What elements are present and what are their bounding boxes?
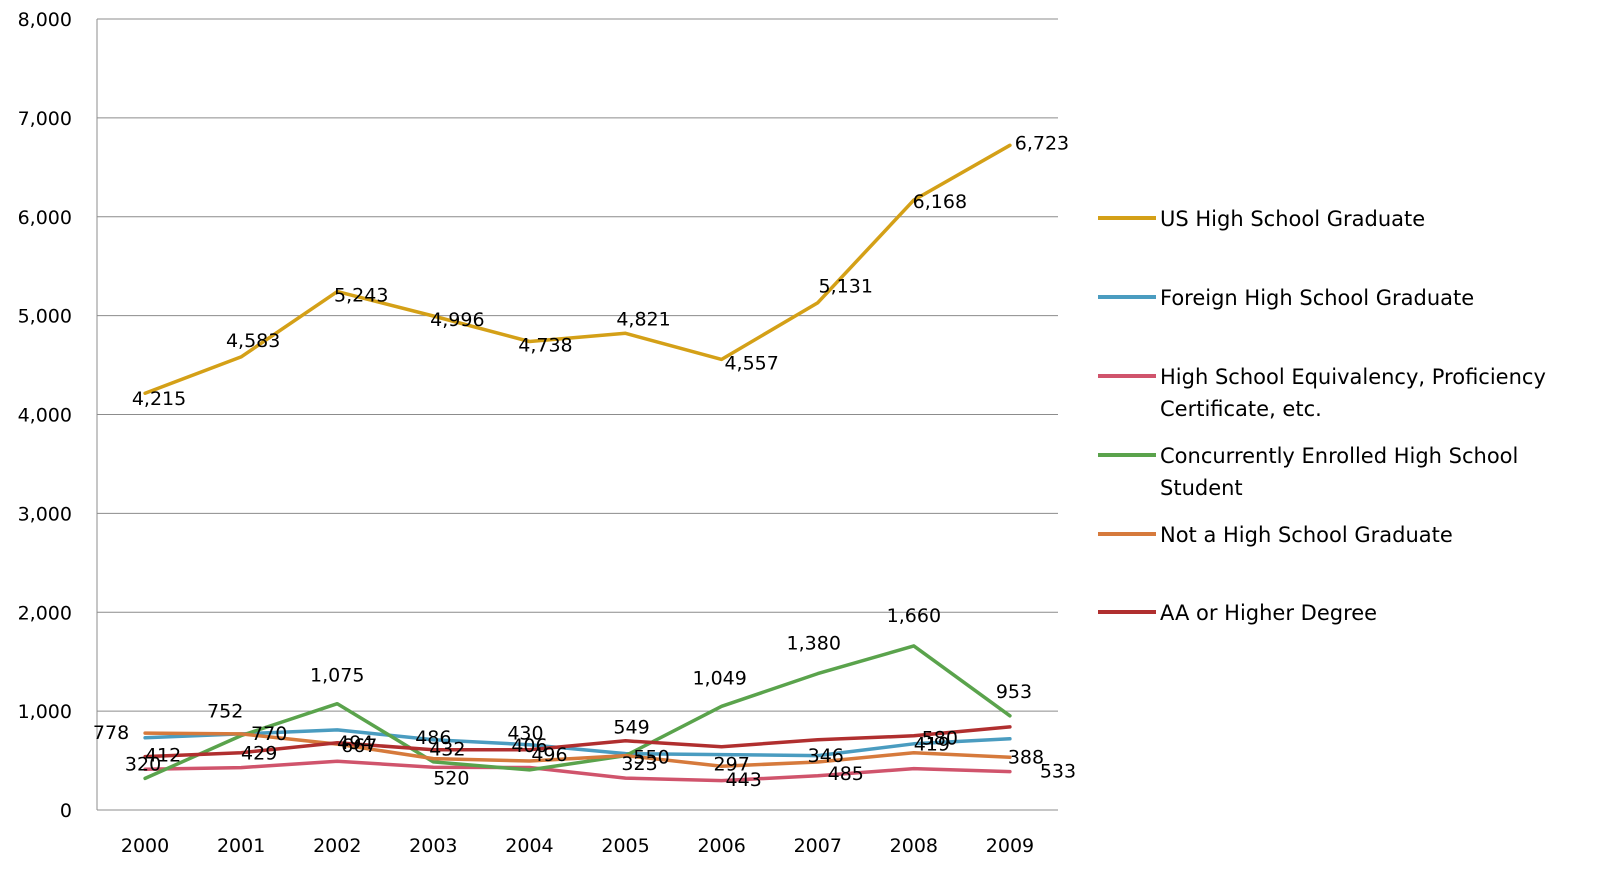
legend-label: Concurrently Enrolled High School Studen… [1160,444,1519,500]
legend-label: Not a High School Graduate [1160,523,1453,547]
data-labels: 4,215 4,583 5,243 4,996 4,738 4,821 4,557 5,131… [93,132,1076,791]
y-tick-label: 0 [60,800,72,822]
series-line-4 [143,731,1012,768]
y-tick-label: 1,000 [18,701,72,723]
series-lines [143,143,1012,783]
data-label: 953 [996,681,1032,703]
gridlines [97,18,1058,712]
y-tick-label: 4,000 [18,405,72,427]
legend-item: Foreign High School Graduate [1098,282,1570,314]
y-axis: 0 1,000 2,000 3,000 4,000 5,000 6,000 7,000 8,00… [18,9,98,822]
legend-item: High School Equivalency, Proficiency Cer… [1098,361,1570,425]
y-tick-label: 3,000 [18,503,72,525]
data-label: 580 [922,728,958,750]
x-tick-label: 2001 [217,835,265,857]
legend-swatch [1098,295,1156,299]
data-label: 4,821 [616,308,670,330]
series-line-0 [143,143,1012,395]
data-label: 752 [207,701,243,723]
legend-label: AA or Higher Degree [1160,601,1378,625]
x-tick-label: 2009 [986,835,1034,857]
y-tick-label: 5,000 [18,306,72,328]
data-label: 323 [621,753,657,775]
data-label: 1,049 [692,667,746,689]
data-label: 1,075 [310,665,364,687]
legend-label: US High School Graduate [1160,207,1426,231]
data-label: 6,168 [913,191,967,213]
data-label: 549 [613,717,649,739]
data-label: 496 [531,744,567,766]
series-line-1 [143,728,1012,758]
data-label: 4,215 [132,388,186,410]
line-chart: 0 1,000 2,000 3,000 4,000 5,000 6,000 7,000 8,00… [18,9,1076,857]
legend-swatch [1098,453,1156,457]
x-tick-label: 2000 [121,835,169,857]
series-line-3 [143,644,1012,781]
x-tick-label: 2006 [697,835,745,857]
data-label: 533 [1040,760,1076,782]
data-label: 5,243 [334,285,388,307]
data-label: 430 [507,722,543,744]
legend-label: Foreign High School Graduate [1160,286,1475,310]
legend-swatch [1098,374,1156,378]
series-line-2 [143,759,1012,783]
legend-swatch [1098,216,1156,220]
x-tick-label: 2007 [794,835,842,857]
legend-label: High School Equivalency, Proficiency Cer… [1160,365,1546,421]
data-label: 667 [341,735,377,757]
data-label: 778 [93,722,129,744]
data-label: 550 [633,747,669,769]
data-label: 486 [415,727,451,749]
data-label: 406 [511,735,547,757]
legend-swatch [1098,610,1156,614]
data-label: 419 [914,734,950,756]
data-label: 346 [808,745,844,767]
data-label: 4,583 [226,330,280,352]
data-label: 429 [241,743,277,765]
data-label: 6,723 [1015,132,1069,154]
x-axis: 2000 2001 2002 2003 2004 2005 2006 2007 2008 2009 [97,809,1058,857]
x-tick-label: 2004 [505,835,553,857]
data-label: 320 [125,753,161,775]
data-label: 485 [828,763,864,785]
legend-swatch [1098,532,1156,536]
x-tick-label: 2003 [409,835,457,857]
x-tick-label: 2008 [890,835,938,857]
y-tick-label: 6,000 [18,207,72,229]
data-label: 5,131 [819,276,873,298]
data-label: 770 [251,723,287,745]
data-label: 1,660 [887,605,941,627]
data-label: 4,738 [518,335,572,357]
data-label: 443 [726,769,762,791]
legend-item: AA or Higher Degree [1098,597,1570,629]
x-tick-label: 2002 [313,835,361,857]
data-label: 412 [145,744,181,766]
y-tick-label: 7,000 [18,108,72,130]
legend-item: US High School Graduate [1098,203,1570,235]
data-label: 297 [714,754,750,776]
data-label: 520 [433,768,469,790]
series-line-5 [143,725,1012,759]
y-tick-label: 8,000 [18,9,72,31]
legend: US High School Graduate Foreign High Scho… [1098,0,1578,873]
y-tick-label: 2,000 [18,602,72,624]
data-label: 432 [429,738,465,760]
data-label: 4,996 [430,309,484,331]
data-label: 388 [1008,747,1044,769]
data-label: 4,557 [724,352,778,374]
data-label: 494 [337,732,373,754]
legend-item: Not a High School Graduate [1098,519,1570,551]
data-label: 1,380 [787,633,841,655]
legend-item: Concurrently Enrolled High School Studen… [1098,440,1570,504]
x-tick-label: 2005 [601,835,649,857]
